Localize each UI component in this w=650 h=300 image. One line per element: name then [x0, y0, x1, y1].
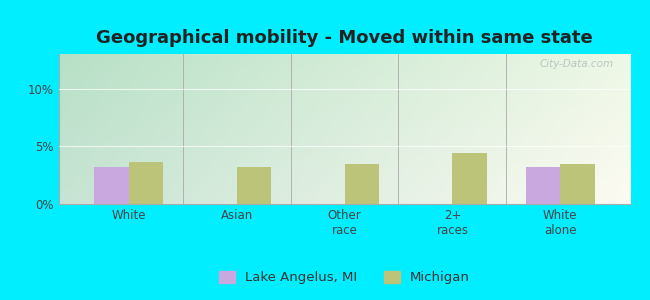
- Bar: [94, 167, 129, 204]
- Bar: [129, 163, 163, 204]
- Text: City-Data.com: City-Data.com: [540, 58, 614, 68]
- Bar: [526, 167, 560, 204]
- Title: Geographical mobility - Moved within same state: Geographical mobility - Moved within sam…: [96, 29, 593, 47]
- Bar: [344, 164, 379, 204]
- Bar: [452, 153, 487, 204]
- Legend: Lake Angelus, MI, Michigan: Lake Angelus, MI, Michigan: [219, 271, 470, 284]
- Bar: [237, 167, 271, 204]
- Bar: [560, 164, 595, 204]
